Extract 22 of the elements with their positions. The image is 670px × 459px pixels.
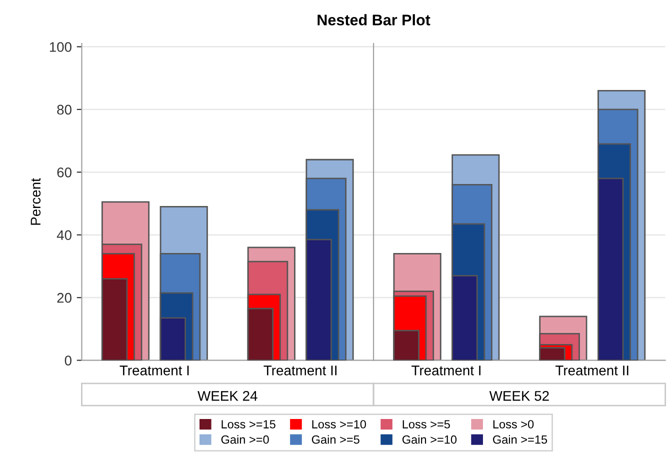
legend-label: Loss >=10 — [312, 420, 366, 428]
y-tick-label: 20 — [57, 292, 72, 303]
x-tick-label: Treatment I — [120, 366, 189, 376]
y-tick-label: 60 — [57, 168, 72, 178]
legend-label: Gain >=15 — [493, 435, 548, 444]
y-tick-label: 80 — [57, 104, 72, 115]
legend-label: Loss >0 — [493, 420, 534, 428]
legend-label: Loss >=15 — [222, 420, 276, 428]
y-tick-label: 100 — [50, 42, 72, 52]
x-tick-label: Treatment I — [412, 366, 480, 376]
x-tick-label: Treatment II — [264, 366, 336, 376]
legend-label: Gain >=0 — [221, 435, 269, 444]
x-axis-title: WEEK 24 — [198, 390, 258, 401]
x-axis-title: WEEK 52 — [489, 390, 549, 401]
y-tick-label: 40 — [56, 230, 72, 240]
x-tick-label: Treatment II — [556, 366, 628, 376]
y-tick-label: 0 — [64, 356, 72, 366]
legend-label: Gain >=5 — [312, 435, 360, 444]
legend-label: Loss >=5 — [402, 420, 450, 428]
legend-label: Gain >=10 — [402, 435, 457, 444]
y-axis-title: Percent — [30, 178, 41, 225]
chart-title: Nested Bar Plot — [318, 14, 430, 26]
